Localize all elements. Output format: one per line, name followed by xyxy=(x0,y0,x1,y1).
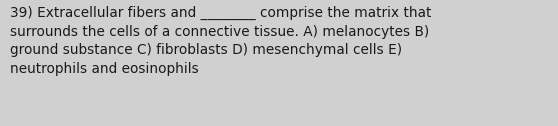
Text: 39) Extracellular fibers and ________ comprise the matrix that
surrounds the cel: 39) Extracellular fibers and ________ co… xyxy=(10,6,431,76)
